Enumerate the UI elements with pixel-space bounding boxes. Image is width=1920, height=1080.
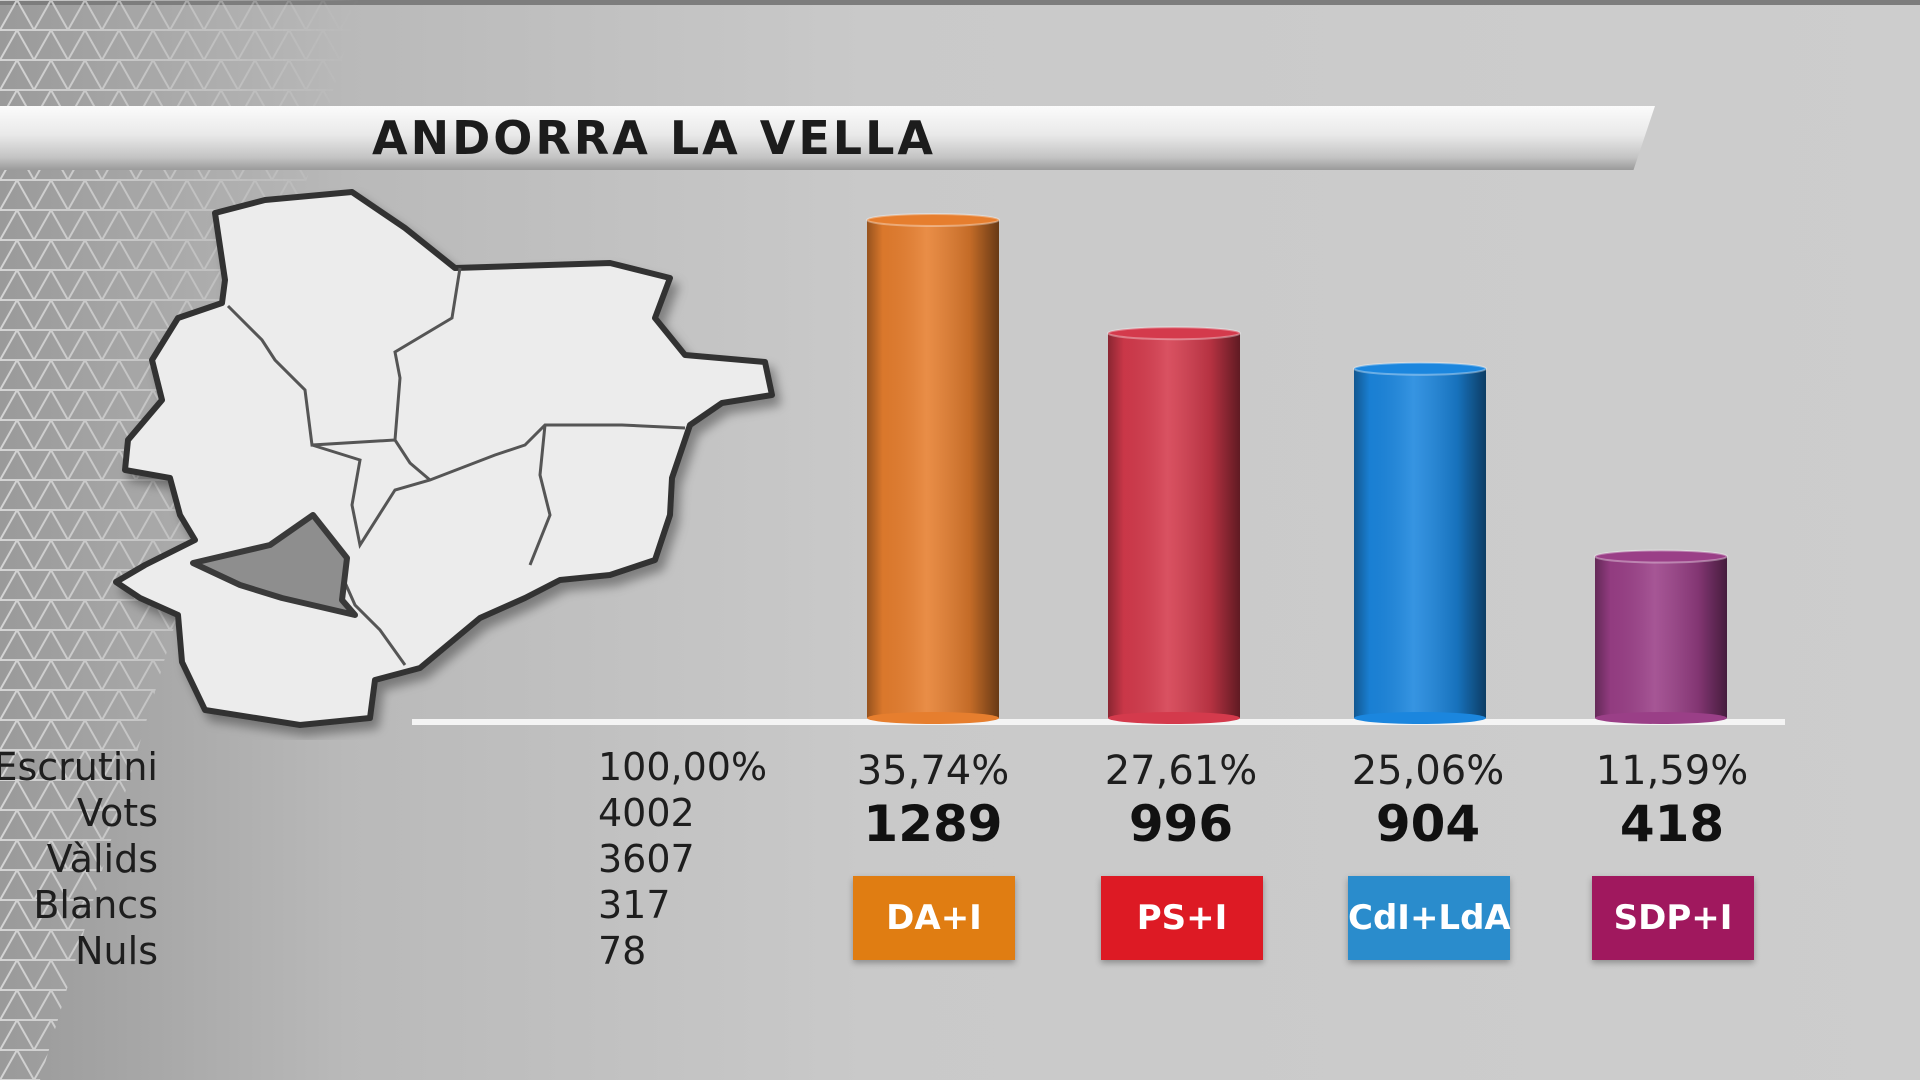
party-percent: 35,74% [856,748,1010,794]
bar-shading [1108,333,1240,718]
party-votes: 418 [1619,795,1725,853]
parish-borders [226,267,686,666]
highlighted-parish-andorra-la-vella [190,512,358,618]
title-bar [0,106,1655,170]
map-outline [113,189,775,728]
stat-value: 78 [598,929,647,973]
bar-bottom [1108,712,1240,724]
bar-cdi-lda [1353,361,1487,724]
stat-value: 4002 [598,791,695,835]
party-badge-cdi-lda: CdI+LdA [1348,876,1511,960]
page-title: ANDORRA LA VELLA [372,111,937,165]
stat-label: Vots [77,791,158,835]
stat-label: Nuls [75,929,158,973]
bar-bottom [1595,712,1727,724]
party-votes: 904 [1375,795,1481,853]
bar-sdp-i [1594,549,1728,724]
bar-shading [1595,556,1727,718]
bar-da-i [866,213,1000,724]
bar-body [1354,368,1486,718]
andorra-parish-map [113,189,775,728]
stat-label: Blancs [33,883,158,927]
party-percent: 11,59% [1595,748,1749,794]
bar-ps-i [1107,326,1241,724]
bar-top [1594,549,1728,564]
bar-bottom [1354,712,1486,724]
stat-label: Vàlids [46,837,158,881]
stat-value: 317 [598,883,671,927]
bar-bottom [867,712,999,724]
bar-top [1353,361,1487,376]
top-border [0,0,1920,5]
bar-body [1108,333,1240,718]
bar-body [867,220,999,718]
party-badge-da-i: DA+I [853,876,1015,960]
bar-body [1595,556,1727,718]
bar-top [866,213,1000,227]
party-votes: 996 [1128,795,1234,853]
party-badge-ps-i: PS+I [1101,876,1263,960]
stat-value: 100,00% [598,745,768,789]
stat-value: 3607 [598,837,695,881]
party-votes: 1289 [863,795,1003,853]
stat-label: Escrutini [0,745,158,789]
bar-shading [867,220,999,718]
bar-top [1107,326,1241,341]
bar-shading [1354,368,1486,718]
party-percent: 27,61% [1104,748,1258,794]
party-percent: 25,06% [1351,748,1505,794]
party-badge-sdp-i: SDP+I [1592,876,1754,960]
